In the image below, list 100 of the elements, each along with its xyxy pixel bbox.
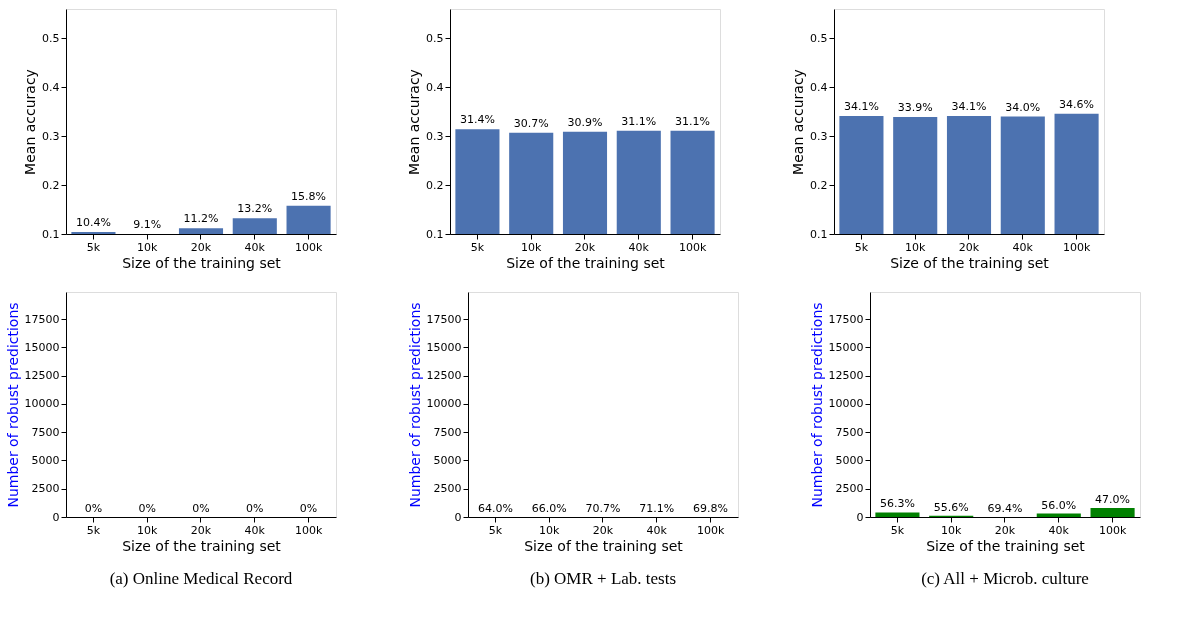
text: 9.1% (133, 218, 162, 231)
bar (1090, 507, 1135, 517)
x-tick-label: 100k (294, 240, 323, 254)
y-axis-title: Number of robust predictions (406, 302, 423, 508)
x-tick-label: 5k (86, 523, 101, 537)
y-tick-label: 12500 (828, 369, 864, 383)
x-tick-label: 10k (905, 240, 927, 254)
y-tick-label: 17500 (24, 312, 60, 326)
annotation: 0% (299, 502, 318, 515)
x-tick-label: 100k (696, 523, 725, 537)
x-axis-title: Size of the training set (506, 254, 666, 271)
annotation: 56.0% (1041, 498, 1077, 512)
annotation: 0% (138, 502, 156, 515)
x-tick-label: 5k (86, 240, 101, 254)
annotation: 0% (246, 502, 264, 515)
y-tick-label: 5000 (835, 453, 864, 467)
y-axis-title: Mean accuracy (406, 69, 423, 175)
annotation: 0% (84, 502, 103, 515)
y-tick-label: 7500 (433, 425, 462, 439)
annotation: 70.7% (585, 502, 621, 515)
data-label: 31.4% (459, 113, 495, 127)
data-label: 15.8% (291, 189, 327, 203)
text: (a) Online Medical Record (109, 569, 293, 588)
y-tick-label: 17500 (426, 312, 462, 326)
x-tick-label: 10k (539, 523, 561, 537)
y-tick-label: 0.3 (810, 129, 828, 143)
x-tick-label: 20k (190, 240, 212, 254)
y-tick-label: 0.4 (426, 80, 444, 94)
y-tick-label: 5000 (31, 453, 60, 467)
y-tick-label: 0.2 (810, 178, 828, 192)
y-tick-label: 2500 (31, 482, 60, 496)
text: (b) OMR + Lab. tests (529, 569, 677, 588)
y-tick-label: 0 (454, 510, 462, 524)
x-tick-label: 100k (678, 240, 707, 254)
x-tick-label: 10k (137, 523, 159, 537)
data-label: 13.2% (237, 202, 273, 216)
x-tick-label: 40k (646, 523, 668, 537)
x-tick-label: 5k (470, 240, 485, 254)
y-tick-label: 0.2 (426, 178, 444, 192)
annotation: 0% (192, 502, 210, 515)
data-label: 34.1% (843, 100, 879, 114)
x-axis-title: Size of the training set (890, 254, 1050, 271)
y-axis-title: Mean accuracy (22, 69, 39, 175)
y-tick-label: 7500 (835, 425, 864, 439)
annotation: 55.6% (933, 500, 969, 514)
y-tick-label: 0.4 (810, 80, 828, 94)
data-label: 11.2% (183, 212, 219, 226)
x-tick-label: 20k (574, 240, 596, 254)
data-label: 31.1% (675, 114, 711, 128)
y-axis-title: Mean accuracy (790, 69, 807, 175)
x-tick-label: 10k (521, 240, 543, 254)
y-tick-label: 0.1 (426, 227, 444, 241)
y-tick-label: 0 (856, 510, 864, 524)
y-tick-label: 15000 (426, 340, 462, 354)
annotation: 47.0% (1095, 492, 1131, 506)
y-tick-label: 0 (52, 510, 60, 524)
text: (c) All + Microb. culture (921, 569, 1089, 588)
x-tick-label: 40k (628, 240, 650, 254)
x-tick-label: 5k (890, 523, 905, 537)
annotation: 71.1% (639, 502, 675, 515)
y-tick-label: 5000 (433, 453, 462, 467)
y-tick-label: 17500 (828, 312, 864, 326)
x-tick-label: 10k (941, 523, 963, 537)
y-axis-title: Number of robust predictions (4, 302, 21, 508)
x-tick-label: 20k (994, 523, 1016, 537)
y-tick-label: 7500 (31, 425, 60, 439)
y-tick-label: 2500 (433, 482, 462, 496)
x-tick-label: 5k (854, 240, 869, 254)
data-label: 34.0% (1005, 100, 1041, 114)
annotation: 56.3% (879, 497, 915, 511)
annotation: 66.0% (531, 502, 567, 515)
y-tick-label: 0.1 (810, 227, 828, 241)
x-axis-title: Size of the training set (122, 537, 282, 554)
y-tick-label: 0.5 (426, 31, 444, 45)
y-tick-label: 2500 (835, 482, 864, 496)
data-label: 10.4% (75, 216, 111, 230)
y-tick-label: 15000 (24, 340, 60, 354)
data-label: 34.6% (1059, 97, 1095, 111)
y-tick-label: 10000 (426, 397, 462, 411)
x-tick-label: 100k (1098, 523, 1127, 537)
annotation: 69.8% (693, 502, 729, 515)
x-tick-label: 20k (958, 240, 980, 254)
x-axis-title: Size of the training set (524, 537, 684, 554)
x-tick-label: 100k (294, 523, 323, 537)
y-tick-label: 10000 (24, 397, 60, 411)
y-axis-title: Number of robust predictions (808, 302, 825, 508)
bar (875, 512, 920, 517)
y-tick-label: 0.4 (42, 80, 60, 94)
annotation: 69.4% (987, 502, 1023, 515)
y-tick-label: 10000 (828, 397, 864, 411)
y-tick-label: 15000 (828, 340, 864, 354)
data-label: 34.1% (951, 100, 987, 114)
x-tick-label: 40k (244, 523, 266, 537)
x-axis-title: Size of the training set (926, 537, 1086, 554)
y-tick-label: 0.3 (42, 129, 60, 143)
y-tick-label: 0.2 (42, 178, 60, 192)
data-label: 31.1% (621, 114, 657, 128)
x-tick-label: 40k (244, 240, 266, 254)
x-axis-title: Size of the training set (122, 254, 282, 271)
x-tick-label: 40k (1048, 523, 1070, 537)
